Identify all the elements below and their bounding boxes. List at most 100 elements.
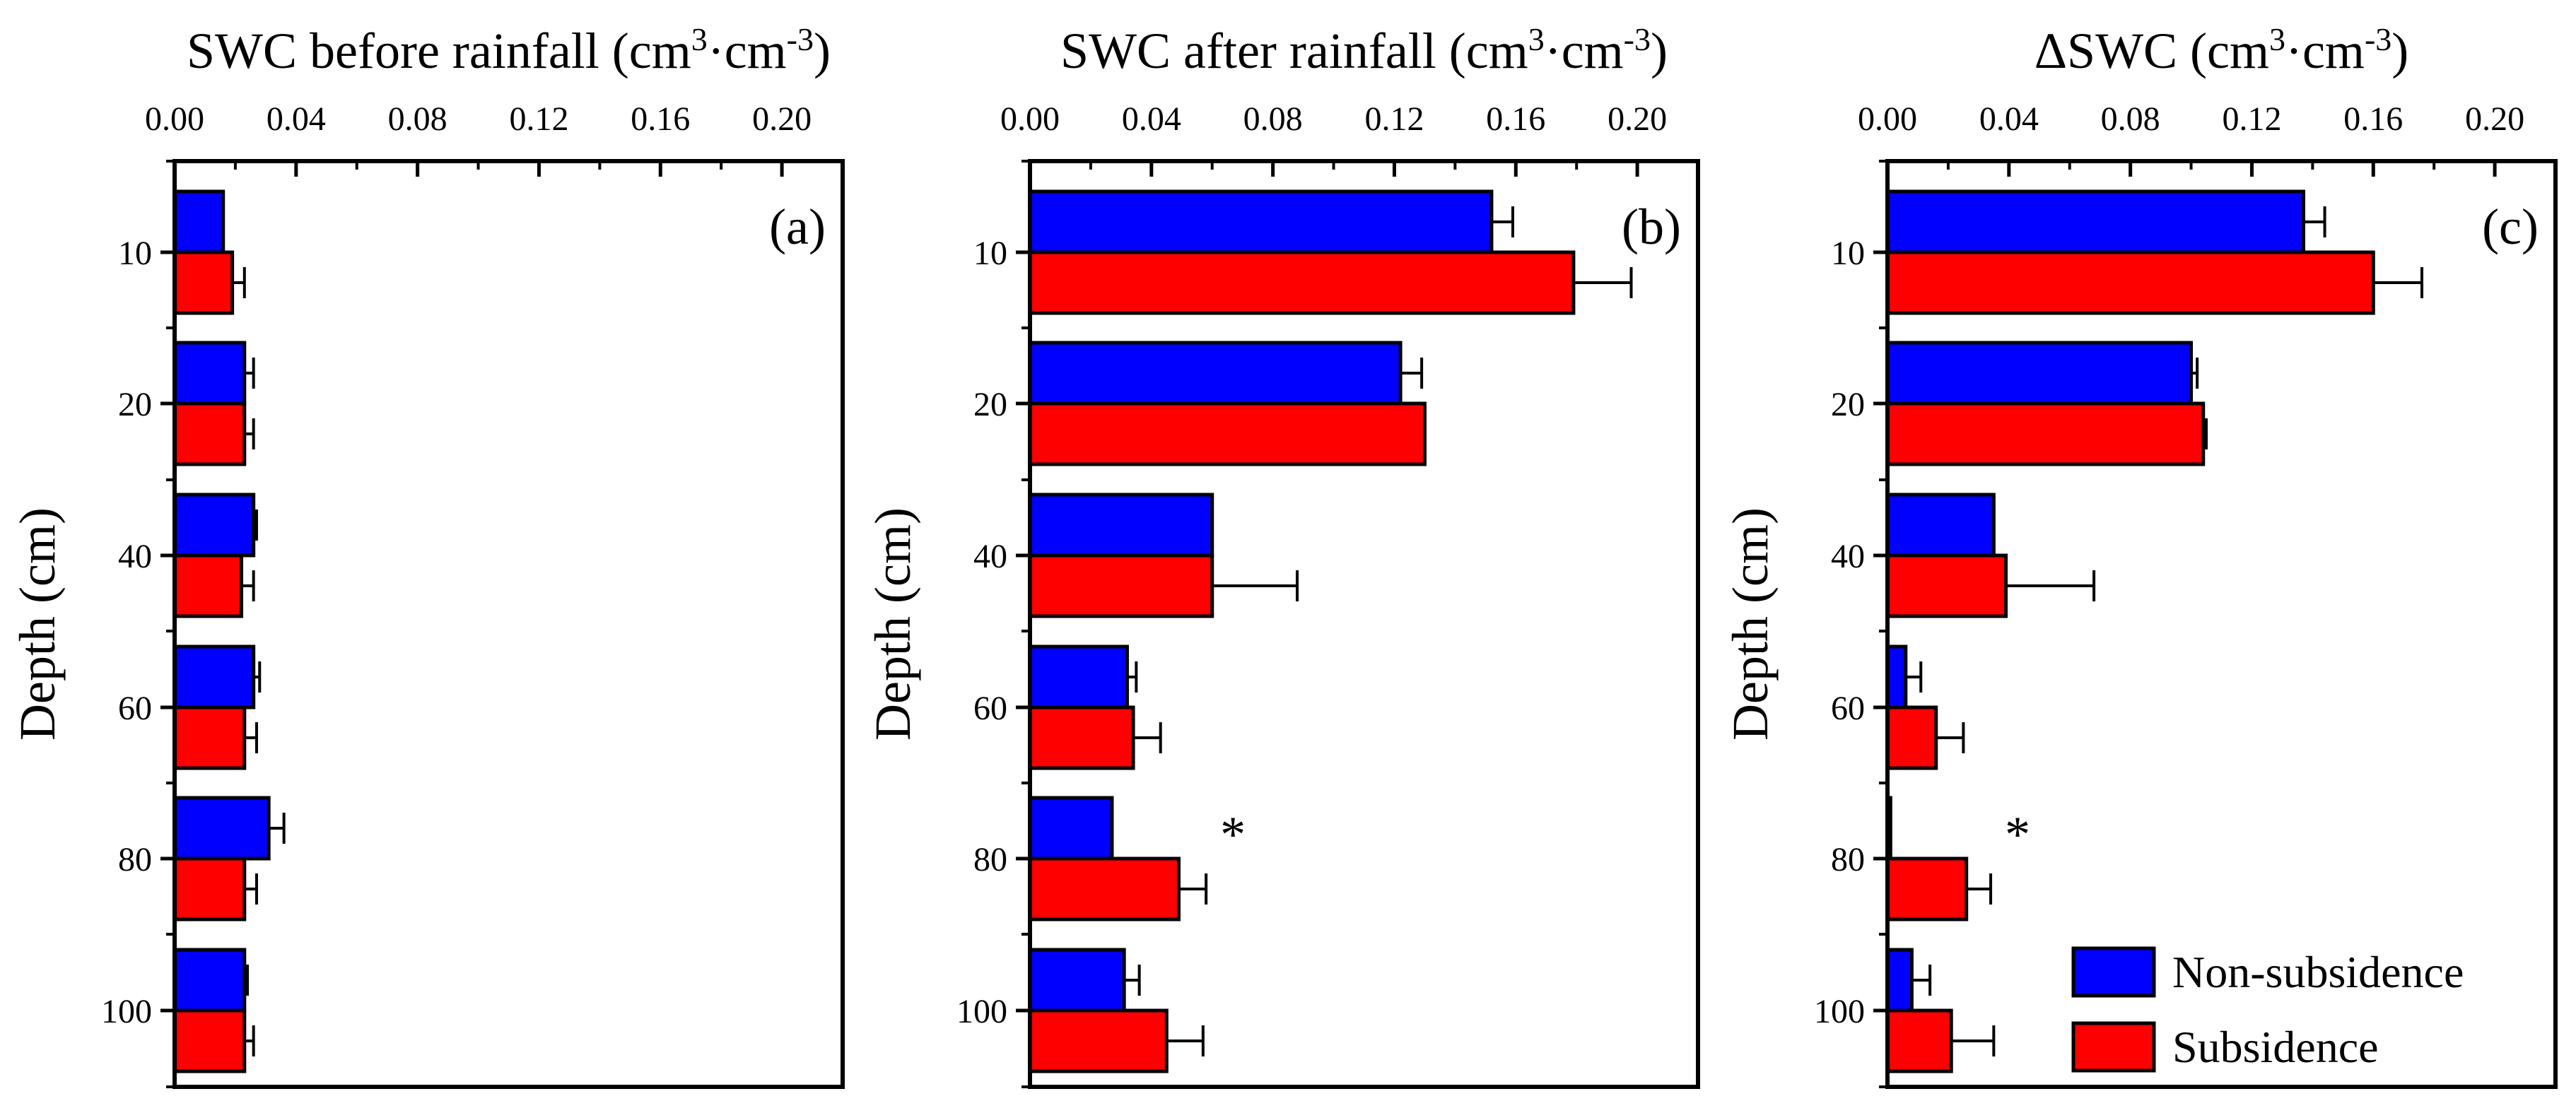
title-segment: SWC after rainfall (cm	[1060, 23, 1528, 79]
bar-non-subsidence-100	[1028, 948, 1126, 1013]
title-superscript: -3	[1624, 21, 1651, 57]
chart-panel-1: 0.00 0.04 0.08 0.12 0.16 0.20 10 20 40 60 80 100 SWC…	[9, 21, 845, 1089]
bar-non-subsidence-60	[1885, 644, 1908, 709]
bar-subsidence-20	[172, 401, 247, 466]
x-tick-label: 0.08	[388, 100, 447, 138]
plot-frame	[1028, 159, 1700, 1089]
y-axis-label: Depth (cm)	[9, 507, 66, 741]
x-tick-label: 0.00	[145, 100, 204, 138]
x-tick-label: 0.16	[631, 100, 690, 138]
bar-subsidence-60	[1885, 705, 1938, 770]
y-tick-label-100: 100	[956, 993, 1007, 1030]
bar-subsidence-40	[172, 553, 243, 618]
bar-non-subsidence-40	[1028, 493, 1214, 558]
y-tick-label-80: 80	[973, 841, 1007, 878]
title-superscript: 3	[2269, 21, 2285, 57]
bar-subsidence-80	[1028, 856, 1181, 921]
title-segment: ·cm	[2285, 23, 2365, 79]
y-tick-label-10: 10	[118, 235, 152, 272]
bar-non-subsidence-20	[1885, 341, 2194, 406]
bar-non-subsidence-60	[1028, 644, 1129, 709]
y-tick-label-100: 100	[101, 993, 152, 1030]
x-tick-label: 0.20	[1608, 100, 1667, 138]
y-axis-label: Depth (cm)	[865, 507, 921, 741]
title-superscript: 3	[1528, 21, 1545, 57]
bar-subsidence-80	[1885, 856, 1969, 921]
chart-panel-2: 0.00 0.04 0.08 0.12 0.16 0.20 10 20 40 60 80 100 SWC…	[865, 21, 1700, 1089]
x-tick-label: 0.04	[267, 100, 326, 138]
chart-panel-3: 0.00 0.04 0.08 0.12 0.16 0.20 10 20 40 60 80 100 ΔSW…	[1722, 21, 2558, 1089]
legend-swatch-non-subsidence	[2071, 946, 2156, 998]
bar-non-subsidence-100	[172, 948, 247, 1013]
x-tick-label: 0.12	[1364, 100, 1424, 138]
plot-frame	[1885, 159, 2558, 1089]
x-tick-label: 0.12	[509, 100, 568, 138]
title-segment: ·cm	[708, 23, 787, 79]
title-superscript: 3	[691, 21, 708, 57]
x-tick-label: 0.16	[1486, 100, 1545, 138]
bar-non-subsidence-40	[1885, 493, 1996, 558]
bar-non-subsidence-40	[172, 493, 256, 558]
bar-non-subsidence-10	[1885, 189, 2305, 254]
bar-non-subsidence-10	[1028, 189, 1494, 254]
bar-non-subsidence-10	[172, 189, 226, 254]
x-tick-label: 0.20	[2465, 100, 2524, 138]
bar-non-subsidence-60	[172, 644, 256, 709]
chart-title: SWC after rainfall (cm3·cm-3)	[1060, 21, 1668, 80]
y-tick-label-60: 60	[118, 690, 152, 727]
x-tick-label: 0.00	[1858, 100, 1917, 138]
legend-label-subsidence: Subsidence	[2172, 1022, 2379, 1072]
title-segment: )	[2391, 23, 2408, 79]
legend-swatch-subsidence	[2071, 1021, 2156, 1073]
bar-subsidence-40	[1028, 553, 1214, 618]
chart-title: ΔSWC (cm3·cm-3)	[2035, 21, 2409, 80]
x-tick-label: 0.16	[2343, 100, 2403, 138]
x-tick-label: 0.04	[1122, 100, 1181, 138]
panel-label: (b)	[1622, 199, 1681, 255]
plot-frame	[172, 159, 845, 1089]
bar-non-subsidence-80	[1028, 796, 1114, 861]
bar-subsidence-100	[1885, 1008, 1953, 1073]
x-tick-label: 0.12	[2222, 100, 2281, 138]
bar-subsidence-40	[1885, 553, 2008, 618]
y-tick-label-40: 40	[1831, 538, 1865, 575]
bar-non-subsidence-20	[1028, 341, 1403, 406]
x-tick-label: 0.08	[2101, 100, 2160, 138]
title-superscript: -3	[787, 21, 814, 57]
bar-subsidence-100	[1028, 1008, 1169, 1073]
chart-title: SWC before rainfall (cm3·cm-3)	[187, 21, 831, 80]
bar-subsidence-10	[1028, 250, 1576, 315]
title-superscript: -3	[2365, 21, 2391, 57]
bar-subsidence-20	[1885, 401, 2206, 466]
y-tick-label-10: 10	[973, 235, 1007, 272]
bar-subsidence-80	[172, 856, 247, 921]
y-tick-label-10: 10	[1831, 235, 1865, 272]
bar-subsidence-100	[172, 1008, 247, 1073]
bar-subsidence-60	[1028, 705, 1135, 770]
y-tick-label-20: 20	[973, 386, 1007, 423]
bar-subsidence-10	[172, 250, 235, 315]
panel-label: (c)	[2482, 199, 2539, 255]
title-segment: )	[814, 23, 831, 79]
x-tick-label: 0.00	[1000, 100, 1060, 138]
x-tick-label: 0.08	[1243, 100, 1303, 138]
y-tick-label-40: 40	[973, 538, 1007, 575]
y-tick-label-20: 20	[1831, 386, 1865, 423]
bar-non-subsidence-100	[1885, 948, 1914, 1013]
bar-subsidence-20	[1028, 401, 1427, 466]
panel-label: (a)	[769, 199, 826, 255]
x-tick-label: 0.04	[1979, 100, 2039, 138]
title-segment: )	[1651, 23, 1668, 79]
bar-subsidence-60	[172, 705, 247, 770]
legend-label-non-subsidence: Non-subsidence	[2172, 947, 2464, 997]
y-tick-label-80: 80	[118, 841, 152, 878]
significance-marker: *	[1220, 806, 1246, 863]
bar-non-subsidence-80	[172, 796, 271, 861]
bar-non-subsidence-20	[172, 341, 247, 406]
y-tick-label-60: 60	[1831, 690, 1865, 727]
y-tick-label-20: 20	[118, 386, 152, 423]
y-axis-label: Depth (cm)	[1722, 507, 1779, 741]
y-tick-label-40: 40	[118, 538, 152, 575]
x-tick-label: 0.20	[752, 100, 812, 138]
